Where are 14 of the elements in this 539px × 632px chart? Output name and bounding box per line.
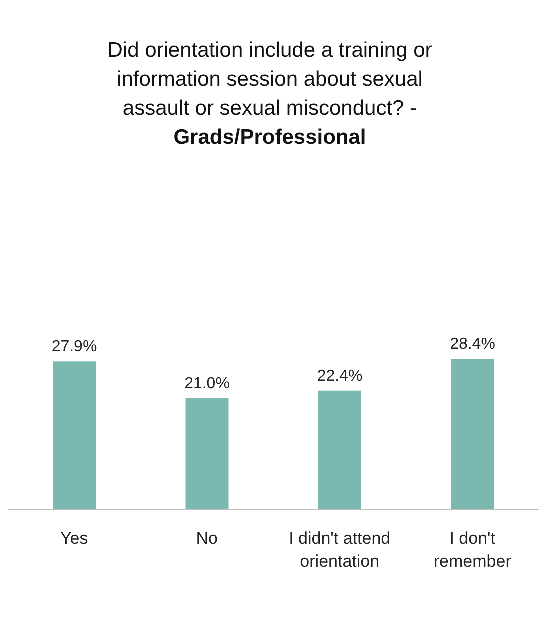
bar	[186, 398, 229, 510]
x-tick-label: No	[196, 529, 218, 548]
chart-subtitle: Grads/Professional	[172, 125, 368, 151]
x-tick-label: I didn't attend orientation	[289, 529, 391, 572]
bar	[318, 390, 362, 510]
x-tick-label: Yes	[60, 529, 88, 548]
bar	[53, 362, 96, 510]
data-label: 22.4%	[317, 368, 363, 385]
data-label: 28.4%	[450, 336, 496, 353]
data-label: 21.0%	[184, 375, 230, 392]
x-tick-label: I don't remember	[434, 529, 512, 572]
chart-title: Did orientation include a training or information session about sexual assault or sexual misconduct? -	[106, 38, 434, 122]
bar	[451, 359, 494, 510]
data-label: 27.9%	[52, 338, 98, 356]
